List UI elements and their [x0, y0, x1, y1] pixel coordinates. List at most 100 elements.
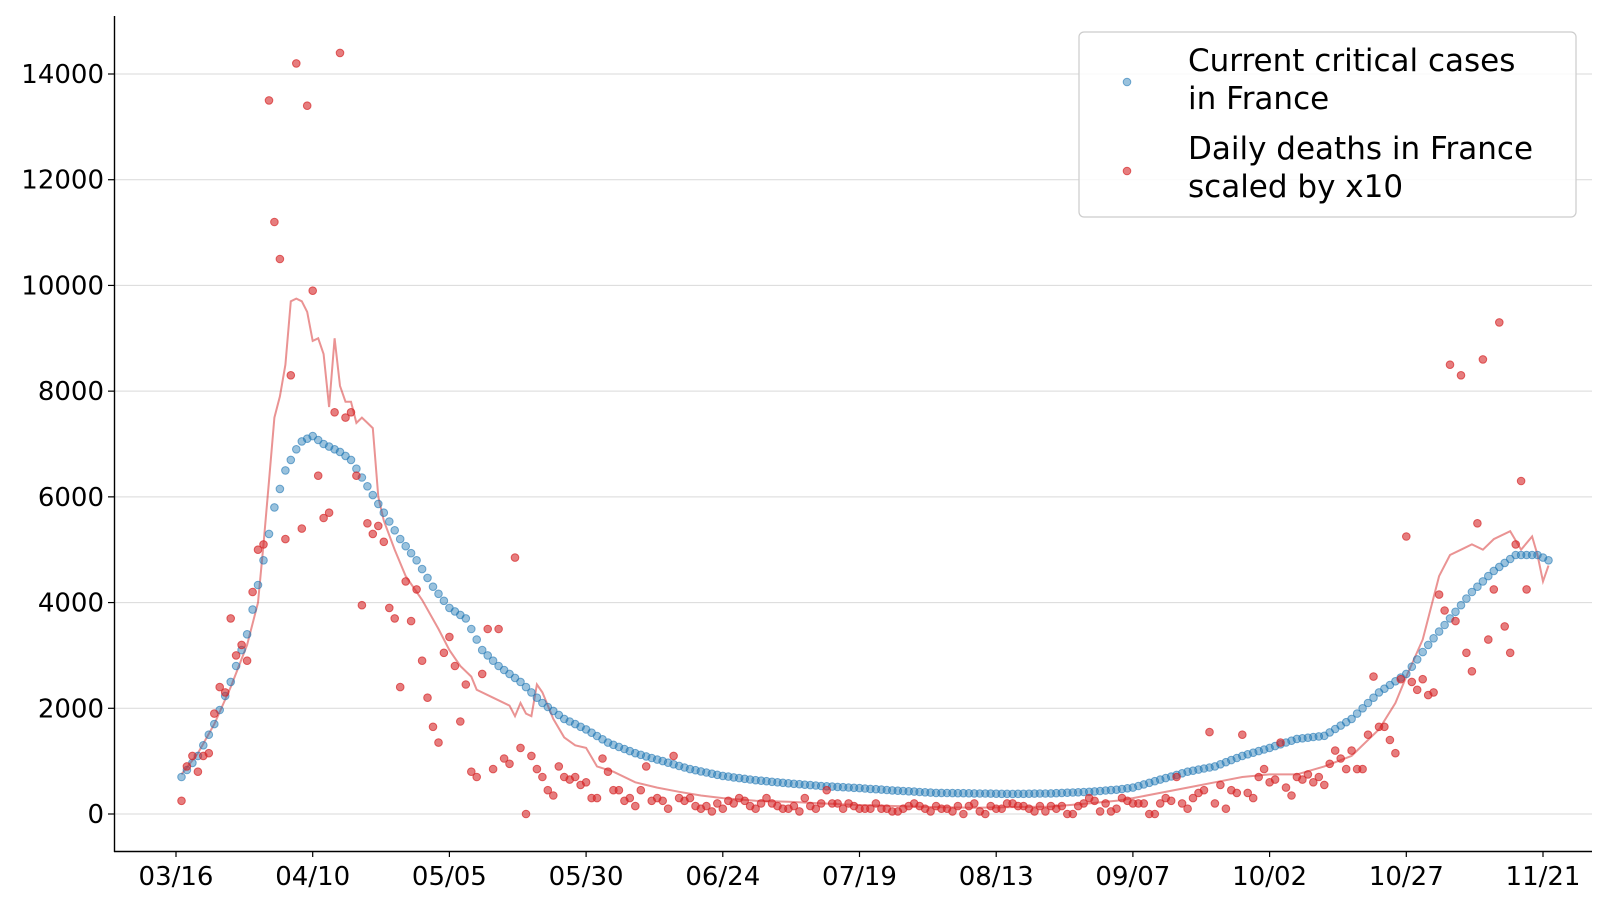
deaths-point: [1232, 788, 1242, 798]
deaths-point: [461, 680, 471, 689]
deaths-point: [1298, 775, 1307, 784]
critical-point: [1462, 594, 1471, 603]
deaths-point: [729, 799, 739, 808]
deaths-point: [751, 804, 760, 814]
deaths-point: [663, 804, 673, 814]
critical-point: [439, 596, 449, 606]
deaths-point: [1320, 780, 1329, 790]
x-tick-label: 09/07: [1095, 862, 1170, 892]
deaths-point: [1030, 807, 1039, 816]
deaths-point: [1462, 648, 1471, 658]
deaths-point: [1188, 793, 1198, 803]
critical-point: [477, 645, 487, 655]
deaths-point: [428, 722, 438, 732]
deaths-point: [762, 793, 771, 803]
critical-point: [390, 526, 400, 535]
deaths-point: [1402, 532, 1411, 541]
deaths-point: [1358, 764, 1367, 774]
deaths-point: [193, 767, 203, 777]
deaths-point: [598, 754, 607, 763]
deaths-point: [1478, 355, 1488, 364]
deaths-point: [188, 751, 197, 761]
legend: Current critical cases in France Daily d…: [1078, 31, 1577, 218]
deaths-point: [800, 793, 810, 803]
deaths-point: [1325, 759, 1334, 769]
y-axis-ticks: 0 2000 4000 6000 8000 10000 12000 14000: [21, 60, 114, 830]
deaths-point: [210, 709, 219, 718]
deaths-point: [549, 791, 558, 800]
deaths-point: [385, 603, 394, 613]
deaths-point: [1090, 796, 1099, 806]
critical-point: [1484, 571, 1493, 581]
deaths-point: [1511, 540, 1520, 549]
critical-point: [292, 445, 301, 454]
deaths-point: [1336, 754, 1345, 763]
deaths-point: [1407, 677, 1417, 687]
critical-point: [385, 517, 394, 526]
x-axis-ticks: 03/16 04/10 05/05 05/30 06/24 07/19 08/13 09/07…: [139, 851, 1580, 892]
deaths-point: [286, 371, 296, 380]
deaths-point: [1101, 799, 1110, 808]
deaths-point: [685, 793, 695, 803]
critical-point: [1402, 669, 1411, 679]
deaths-point: [997, 804, 1007, 814]
y-tick-label: 14000: [21, 60, 104, 90]
deaths-point: [1210, 799, 1220, 808]
critical-point: [177, 772, 186, 782]
deaths-point: [1259, 764, 1269, 774]
critical-point: [423, 573, 432, 583]
deaths-point: [1391, 748, 1400, 758]
deaths-point: [510, 553, 520, 562]
deaths-point: [816, 799, 826, 808]
deaths-point: [707, 807, 717, 816]
critical-point: [395, 534, 405, 544]
deaths-point: [368, 529, 378, 539]
deaths-point: [253, 545, 263, 555]
deaths-point: [483, 624, 493, 634]
deaths-point: [538, 772, 547, 782]
critical-point: [1429, 634, 1438, 643]
critical-point: [1407, 662, 1417, 672]
deaths-point: [822, 785, 832, 795]
deaths-point: [1177, 799, 1187, 808]
critical-point: [1434, 627, 1444, 636]
deaths-point: [789, 801, 799, 811]
deaths-point: [1057, 801, 1067, 811]
critical-point: [472, 635, 482, 644]
deaths-point: [1221, 804, 1231, 814]
deaths-point: [226, 614, 235, 623]
critical-point: [521, 682, 531, 692]
deaths-point: [204, 748, 214, 758]
legend-marker-deaths: [1122, 166, 1132, 176]
x-tick-label: 06/24: [685, 862, 760, 892]
critical-point: [204, 730, 214, 740]
deaths-point: [242, 656, 252, 666]
series-daily-deaths: [177, 48, 1531, 819]
deaths-point: [718, 804, 728, 814]
deaths-point: [795, 807, 804, 816]
deaths-point: [1287, 791, 1296, 800]
deaths-point: [1276, 738, 1285, 747]
critical-point: [275, 484, 285, 494]
deaths-point: [740, 796, 750, 806]
axes: [113, 16, 1592, 853]
x-tick-label: 04/10: [275, 862, 350, 892]
deaths-point: [292, 59, 301, 68]
deaths-point: [434, 738, 443, 747]
critical-point: [532, 693, 542, 703]
y-tick-label: 4000: [38, 589, 104, 619]
deaths-point: [1330, 746, 1340, 755]
deaths-point: [866, 804, 875, 814]
deaths-point: [1412, 685, 1422, 695]
deaths-point: [390, 614, 400, 623]
deaths-point: [182, 762, 192, 771]
deaths-point: [215, 682, 224, 692]
legend-label-deaths-line1: Daily deaths in France: [1188, 131, 1533, 167]
deaths-point: [1238, 730, 1247, 740]
critical-point: [1412, 655, 1422, 664]
deaths-point: [1041, 807, 1050, 816]
critical-point: [461, 614, 471, 623]
deaths-point: [1248, 793, 1258, 803]
x-tick-label: 05/05: [412, 862, 487, 892]
deaths-point: [948, 807, 957, 816]
